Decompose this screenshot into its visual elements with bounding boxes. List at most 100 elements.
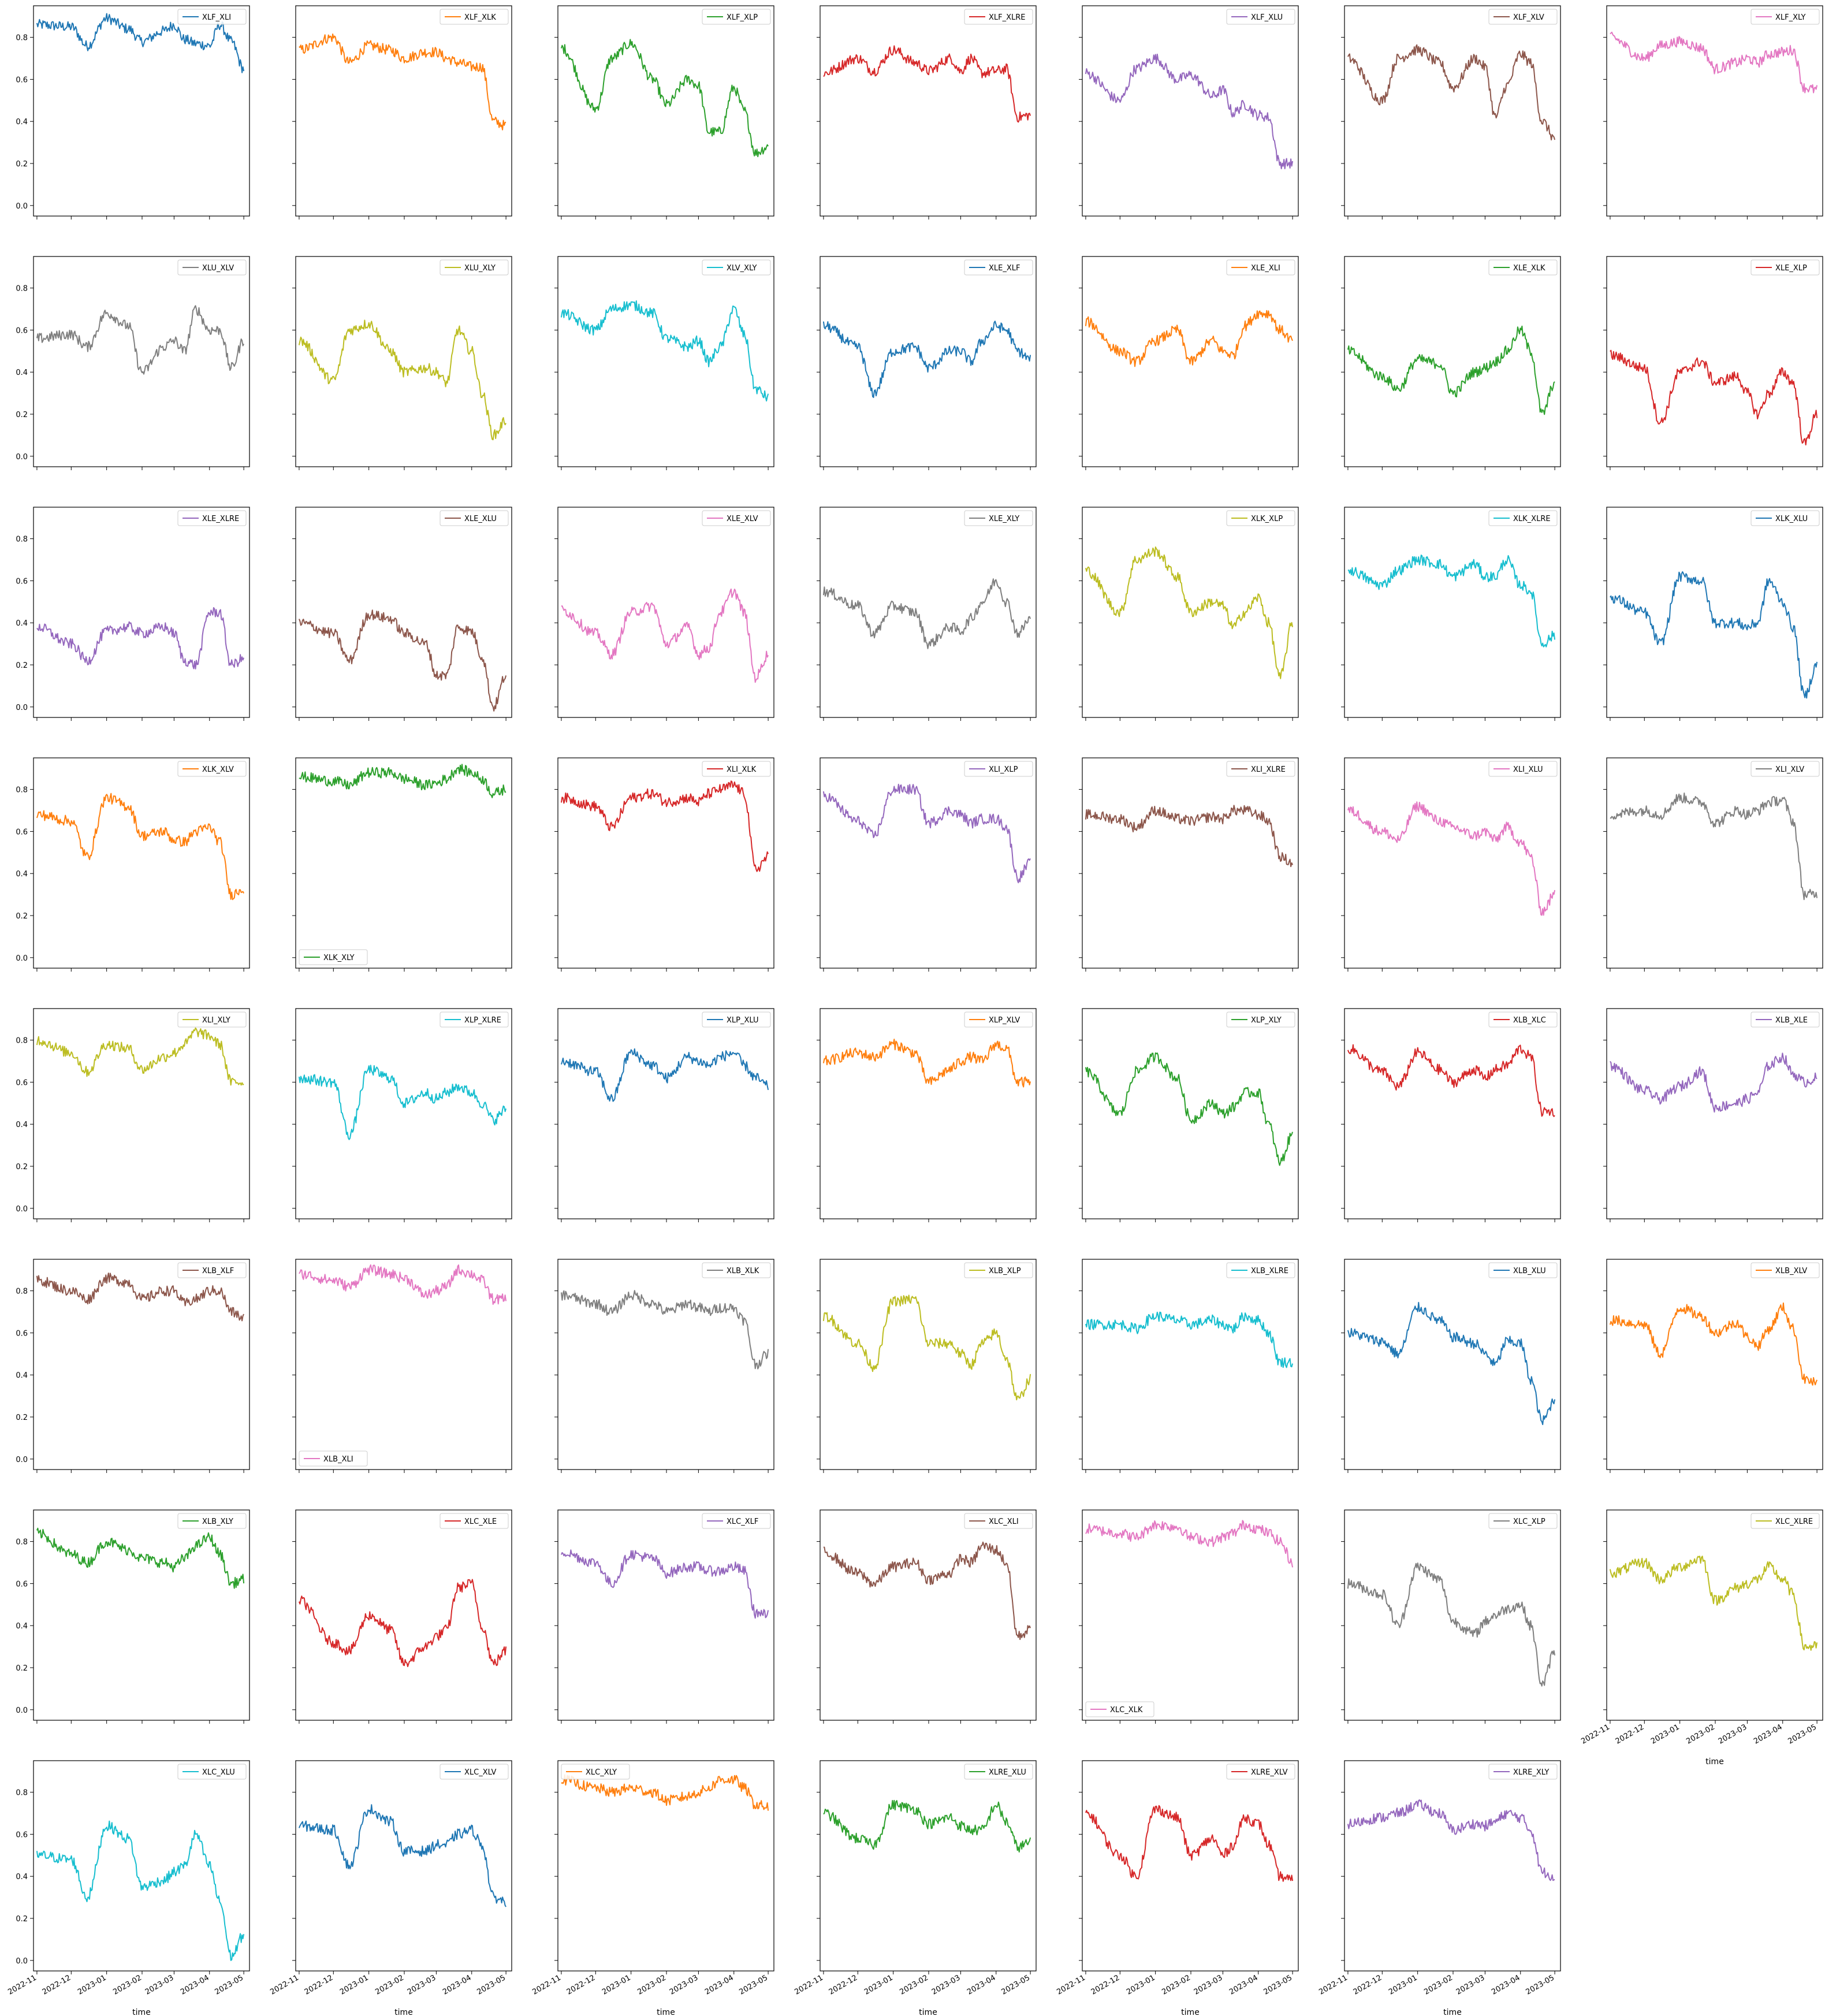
y-tick-label: 0.8 <box>16 34 28 43</box>
axes-frame <box>1082 1259 1299 1470</box>
y-tick-label: 0.8 <box>16 535 28 544</box>
series-line <box>1347 801 1556 916</box>
series-line <box>36 305 245 375</box>
axes-frame <box>820 757 1037 969</box>
subplot-20: XLK_XLRE <box>1341 507 1561 721</box>
legend-label: XLF_XLU <box>1251 13 1283 22</box>
series-line <box>36 1273 245 1322</box>
legend-label: XLF_XLI <box>202 13 231 22</box>
legend-box <box>177 1513 247 1529</box>
legend-label: XLE_XLF <box>989 264 1020 273</box>
series-line <box>823 1799 1031 1853</box>
axes-frame <box>1606 1509 1823 1721</box>
subplot-12: XLE_XLI <box>1079 256 1299 470</box>
series-line <box>1085 1052 1294 1166</box>
legend-label: XLP_XLV <box>989 1016 1020 1025</box>
y-tick-label: 0.0 <box>16 704 28 712</box>
series-line <box>1347 555 1556 648</box>
y-tick-label: 0.4 <box>16 870 28 879</box>
legend-label: XLB_XLI <box>323 1455 353 1464</box>
legend-box <box>1488 761 1558 777</box>
y-tick-label: 0.4 <box>16 1121 28 1129</box>
legend: XLB_XLC <box>1488 1011 1558 1028</box>
legend-label: XLE_XLK <box>1513 264 1545 273</box>
axes-frame <box>295 1008 512 1219</box>
series-line <box>36 1027 244 1086</box>
axes-frame <box>33 1008 250 1219</box>
legend: XLRE_XLV <box>1226 1764 1295 1780</box>
series-line <box>1085 310 1294 367</box>
axes-frame <box>295 5 512 217</box>
legend-box <box>1226 761 1295 777</box>
series-line <box>299 1264 507 1305</box>
axes-frame <box>33 5 250 217</box>
series-line <box>36 607 245 669</box>
legend-label: XLF_XLY <box>1775 13 1806 22</box>
legend: XLU_XLV <box>177 259 247 276</box>
series-line <box>298 1804 506 1907</box>
legend-label: XLC_XLI <box>989 1517 1019 1526</box>
legend-label: XLE_XLI <box>1251 264 1280 273</box>
series-line <box>36 1820 245 1961</box>
series-line <box>823 45 1031 123</box>
axes-frame <box>33 1259 250 1470</box>
legend-label: XLC_XLP <box>1513 1517 1545 1526</box>
axes-frame <box>1344 256 1561 467</box>
legend: XLF_XLY <box>1750 9 1820 25</box>
legend-label: XLB_XLY <box>202 1517 233 1526</box>
legend: XLB_XLI <box>299 1450 368 1467</box>
legend-box <box>1488 9 1558 25</box>
legend-label: XLV_XLY <box>727 264 757 273</box>
legend: XLRE_XLU <box>964 1764 1033 1780</box>
series-line <box>298 609 507 712</box>
legend-label: XLK_XLRE <box>1513 515 1551 523</box>
axes-frame <box>1606 5 1823 217</box>
subplot-22: 0.0 0.2 0.4 0.6 0.8 XLK_XLV <box>16 757 250 972</box>
axes-frame <box>1344 1008 1561 1219</box>
legend-box <box>177 1262 247 1278</box>
subplot-21: XLK_XLU <box>1603 507 1823 721</box>
legend: XLRE_XLY <box>1488 1764 1558 1780</box>
legend-box <box>1488 1262 1558 1278</box>
legend: XLP_XLV <box>964 1011 1033 1028</box>
y-tick-label: 0.4 <box>16 369 28 377</box>
axes-frame <box>33 757 250 969</box>
subplot-31: XLP_XLU <box>554 1008 774 1222</box>
legend: XLP_XLRE <box>440 1011 509 1028</box>
subplot-19: XLK_XLP <box>1079 507 1299 721</box>
y-tick-label: 0.2 <box>16 1664 28 1673</box>
legend-box <box>177 1011 247 1028</box>
subplot-23: XLK_XLY <box>292 757 512 972</box>
y-tick-label: 0.8 <box>16 1037 28 1046</box>
subplot-34: XLB_XLC <box>1341 1008 1561 1222</box>
subplot-4: XLF_XLRE <box>817 5 1037 220</box>
axes-frame <box>1606 1259 1823 1470</box>
legend: XLB_XLV <box>1750 1262 1820 1278</box>
series-line <box>299 34 506 131</box>
series-line <box>1609 1556 1818 1651</box>
legend: XLB_XLK <box>702 1262 771 1278</box>
legend-label: XLRE_XLV <box>1251 1768 1288 1777</box>
series-line <box>822 1295 1031 1401</box>
legend-box <box>1226 259 1295 276</box>
series-line <box>560 1048 769 1102</box>
axes-frame <box>820 256 1037 467</box>
legend-label: XLE_XLRE <box>202 515 239 523</box>
legend-box <box>440 9 509 25</box>
axes-frame <box>1344 757 1561 969</box>
axes-frame <box>820 1760 1037 1972</box>
legend-box <box>964 1011 1033 1028</box>
legend-box <box>702 510 771 526</box>
y-tick-label: 0.0 <box>16 1205 28 1214</box>
legend-label: XLP_XLRE <box>464 1016 501 1025</box>
legend-label: XLK_XLU <box>1775 515 1808 523</box>
y-tick-label: 0.2 <box>16 160 28 169</box>
legend-label: XLB_XLK <box>727 1267 759 1275</box>
legend-box <box>440 259 509 276</box>
subplot-13: XLE_XLK <box>1341 256 1561 470</box>
legend-box <box>1226 510 1295 526</box>
y-tick-label: 0.4 <box>16 619 28 628</box>
legend: XLF_XLRE <box>964 9 1033 25</box>
legend: XLE_XLI <box>1226 259 1295 276</box>
